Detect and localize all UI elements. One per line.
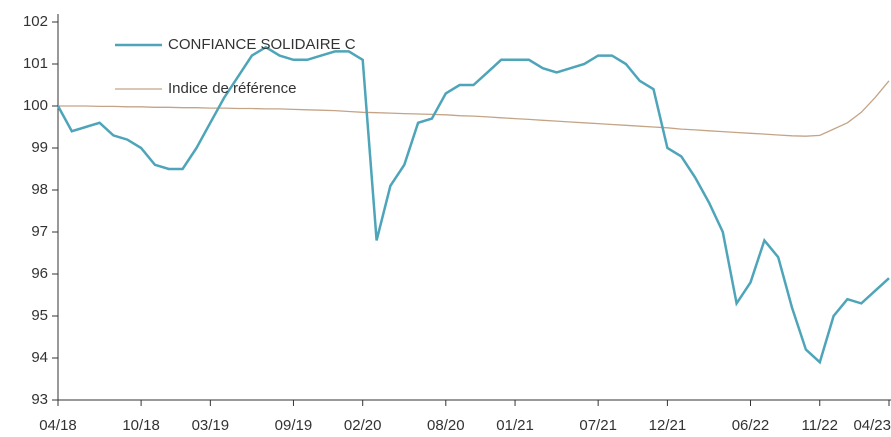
y-tick-label: 94 [31,349,48,366]
x-tick-label: 04/23 [853,417,891,434]
y-tick-label: 97 [31,223,48,240]
series-line [58,80,890,137]
legend-label: CONFIANCE SOLIDAIRE C [168,36,356,53]
x-tick-label: 02/20 [344,417,382,434]
x-tick-label: 11/22 [802,417,838,434]
y-tick-label: 93 [31,391,48,408]
legend-label: Indice de référence [168,80,296,97]
y-tick-label: 100 [23,97,48,114]
x-tick-label: 01/21 [496,417,534,434]
y-tick-label: 101 [23,55,48,72]
x-tick-label: 04/18 [39,417,77,434]
x-tick-label: 03/19 [192,417,230,434]
x-tick-label: 06/22 [732,417,770,434]
x-tick-label: 10/18 [122,417,160,434]
x-tick-label: 12/21 [649,417,687,434]
y-tick-label: 98 [31,181,48,198]
x-tick-label: 08/20 [427,417,465,434]
x-tick-label: 09/19 [275,417,313,434]
y-tick-label: 96 [31,265,48,282]
x-tick-label: 07/21 [579,417,617,434]
series-line [56,45,890,365]
y-tick-label: 99 [31,139,48,156]
y-tick-label: 102 [23,13,48,30]
y-tick-label: 95 [31,307,48,324]
